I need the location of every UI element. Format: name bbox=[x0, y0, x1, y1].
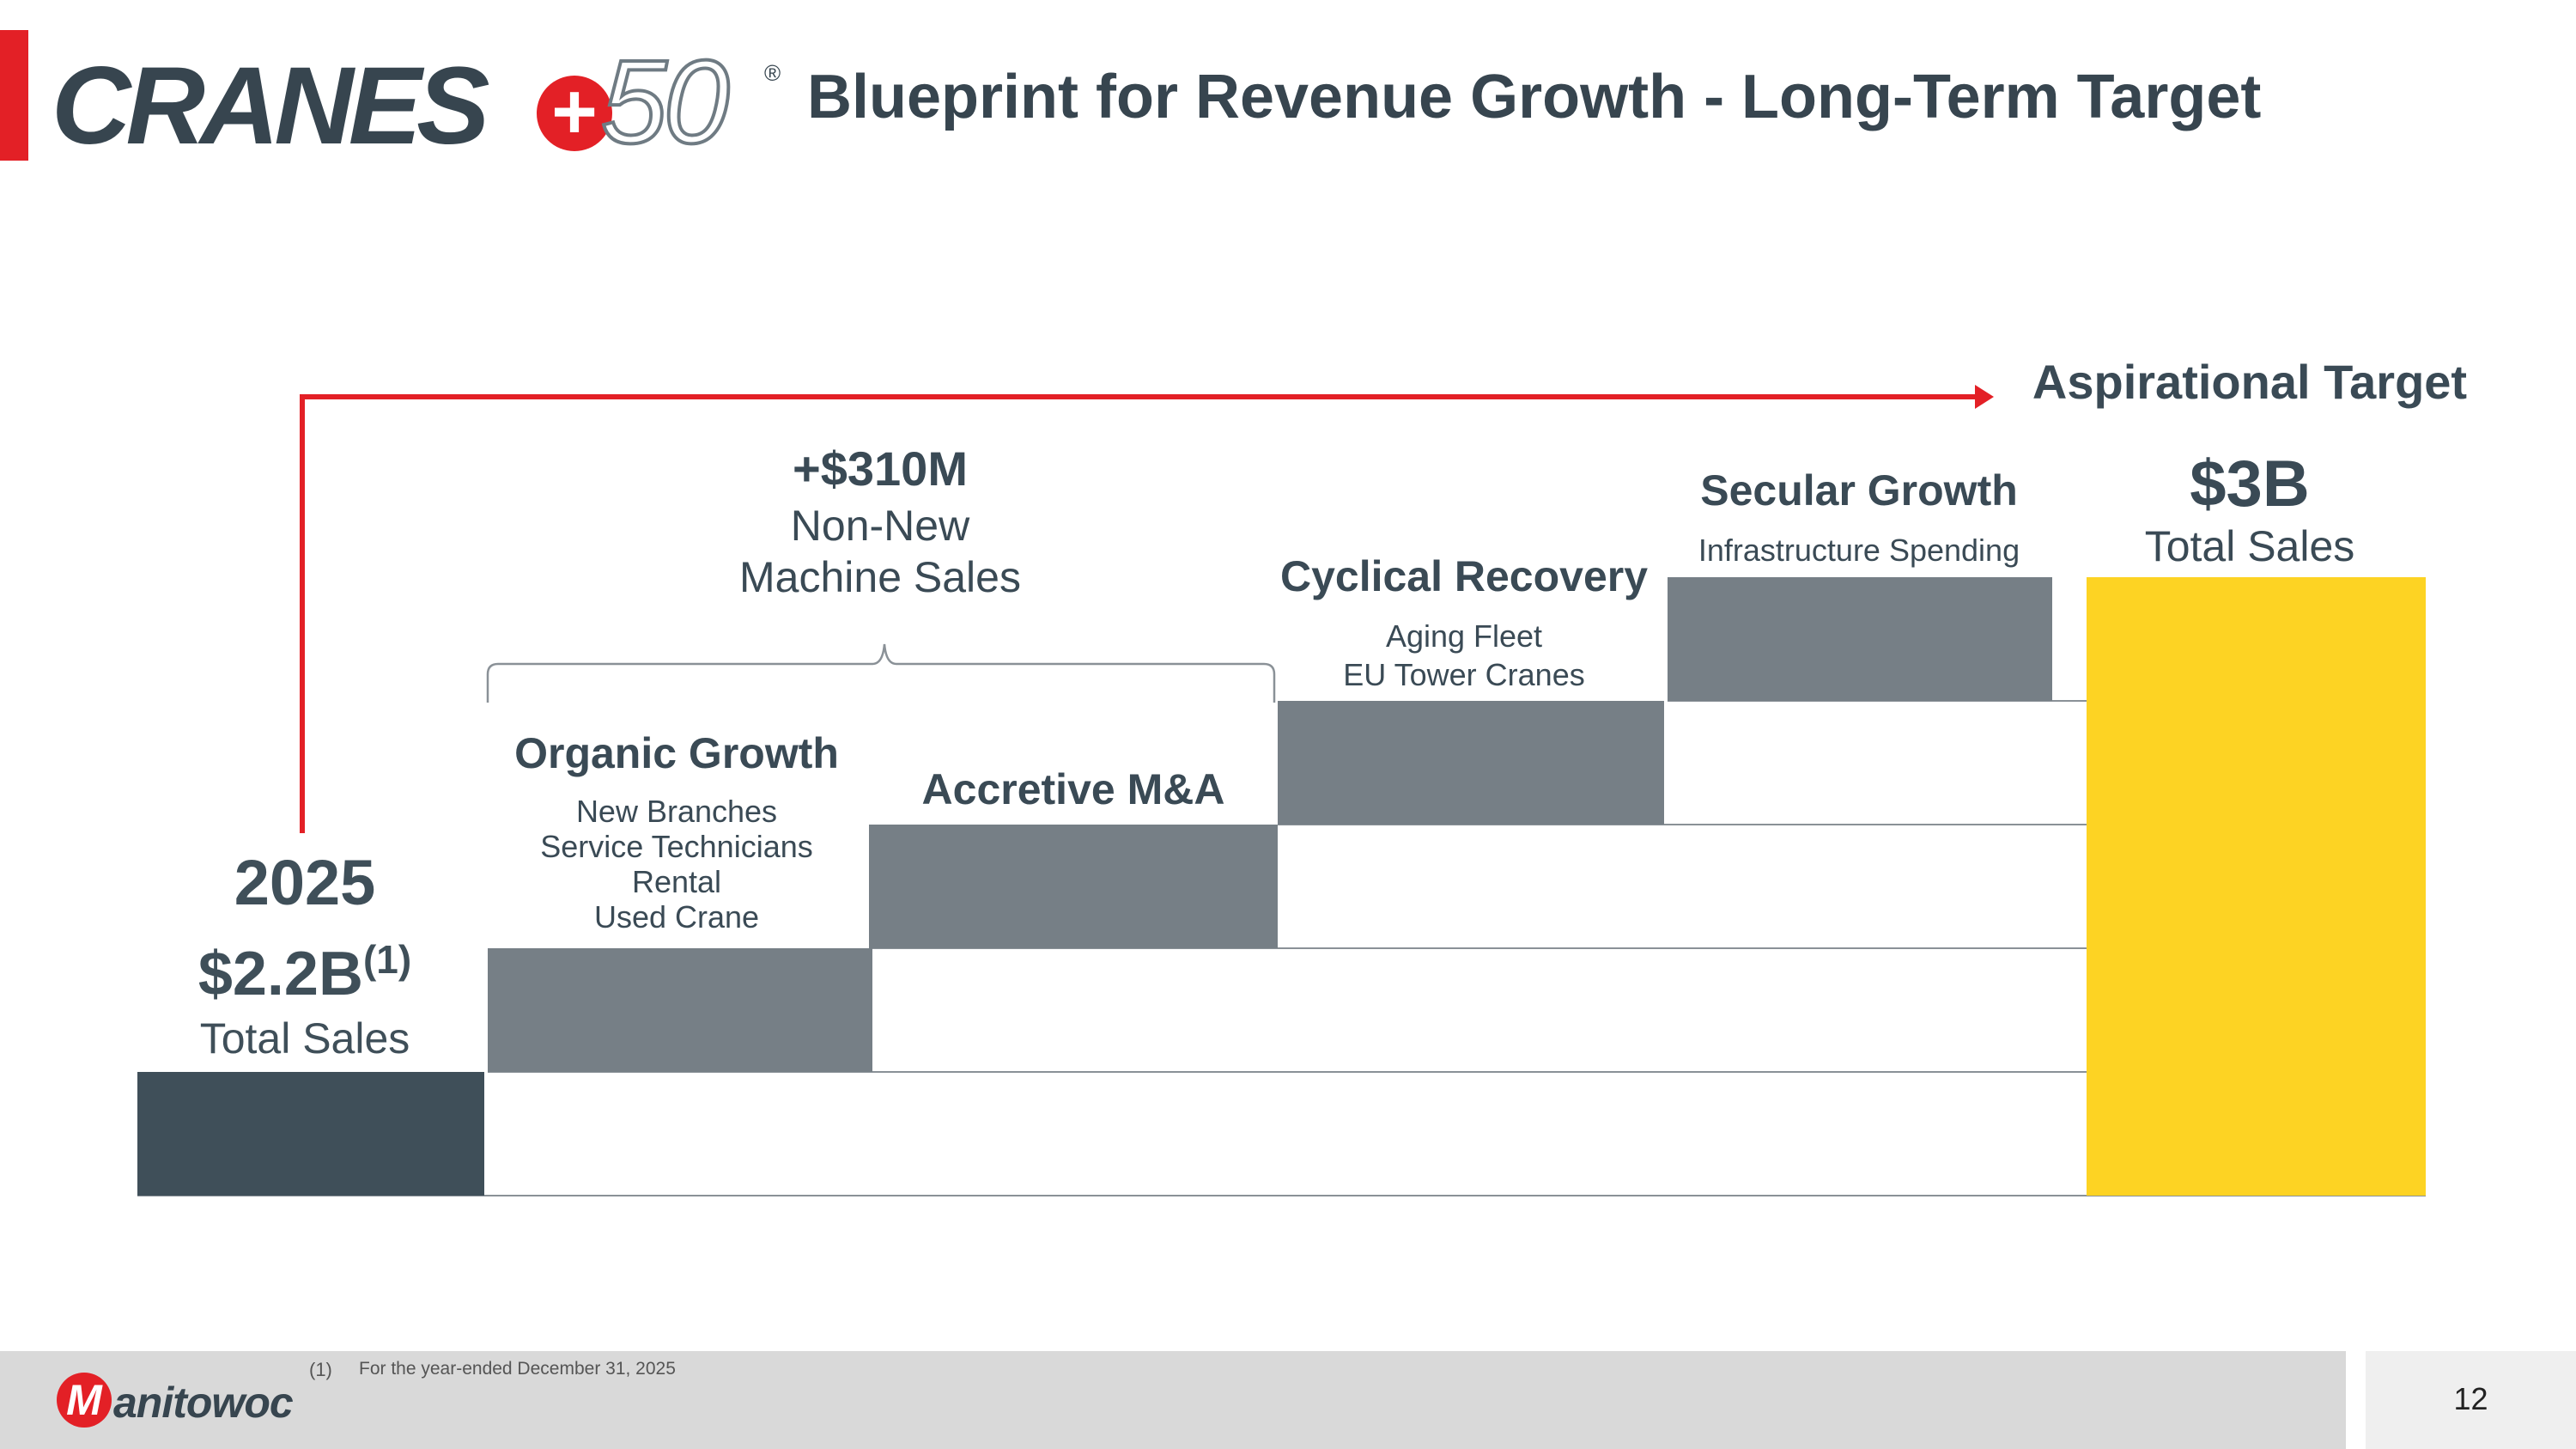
manitowoc-logo: M anitowoc bbox=[57, 1373, 314, 1433]
footnote-text: For the year-ended December 31, 2025 bbox=[359, 1359, 676, 1379]
bracket-line-2: Machine Sales bbox=[739, 553, 1021, 601]
bar-target bbox=[2087, 577, 2426, 1196]
slide-title: Blueprint for Revenue Growth - Long-Term… bbox=[807, 63, 2262, 131]
target-value-label: $3B bbox=[2190, 447, 2310, 521]
organic-growth-title: Organic Growth bbox=[514, 729, 839, 777]
cyclical-recovery-details: Aging Fleet EU Tower Cranes bbox=[1279, 617, 1649, 694]
detail-item: Rental bbox=[631, 864, 722, 899]
detail-item: Aging Fleet bbox=[1385, 618, 1543, 654]
cyclical-recovery-title: Cyclical Recovery bbox=[1279, 552, 1649, 600]
growth-arrow-line bbox=[300, 394, 1975, 833]
non-new-bracket bbox=[486, 643, 1276, 703]
logo-plus-icon: + bbox=[537, 72, 612, 151]
cranes-plus-50-logo: CRANES + 50 ® bbox=[52, 34, 790, 163]
logo-word: CRANES bbox=[52, 45, 489, 167]
bar-step-1 bbox=[488, 948, 872, 1072]
page-number-box bbox=[2366, 1351, 2576, 1449]
bar-start-2025 bbox=[137, 1072, 484, 1196]
secular-growth-detail: Infrastructure Spending bbox=[1698, 533, 2020, 568]
start-footnote-ref: (1) bbox=[362, 937, 412, 982]
target-sub-label: Total Sales bbox=[2144, 522, 2355, 570]
footnote-mark: (1) bbox=[309, 1359, 332, 1380]
footer-band bbox=[0, 1351, 2346, 1449]
growth-arrow-head bbox=[1975, 385, 1994, 409]
secular-growth-title: Secular Growth bbox=[1700, 466, 2018, 514]
bar-step-2 bbox=[869, 825, 1278, 948]
detail-item: Service Technicians bbox=[540, 829, 813, 864]
logo-registered-mark: ® bbox=[764, 60, 781, 86]
manitowoc-logo-initial: M bbox=[57, 1373, 112, 1428]
accretive-ma-title: Accretive M&A bbox=[921, 765, 1225, 813]
logo-number: 50 bbox=[599, 36, 731, 168]
detail-item: EU Tower Cranes bbox=[1343, 657, 1585, 692]
bar-step-4 bbox=[1668, 577, 2052, 701]
accent-bar bbox=[0, 30, 28, 161]
start-sub-label: Total Sales bbox=[199, 1014, 410, 1062]
bracket-value-label: +$310M bbox=[793, 441, 968, 496]
waterfall-chart bbox=[137, 385, 2426, 1196]
manitowoc-logo-text: anitowoc bbox=[113, 1379, 294, 1427]
start-year-label: 2025 bbox=[234, 847, 376, 918]
start-value-label: $2.2B(1) bbox=[137, 936, 472, 1009]
page-number: 12 bbox=[2453, 1381, 2488, 1416]
organic-growth-details: New Branches Service Technicians Rental … bbox=[488, 794, 866, 935]
bracket-line-1: Non-New bbox=[790, 502, 970, 550]
start-value: $2.2B bbox=[197, 940, 363, 1008]
detail-item: Used Crane bbox=[593, 899, 760, 935]
bar-step-3 bbox=[1278, 701, 1664, 825]
target-heading: Aspirational Target bbox=[2032, 355, 2468, 409]
detail-item: New Branches bbox=[575, 794, 778, 829]
